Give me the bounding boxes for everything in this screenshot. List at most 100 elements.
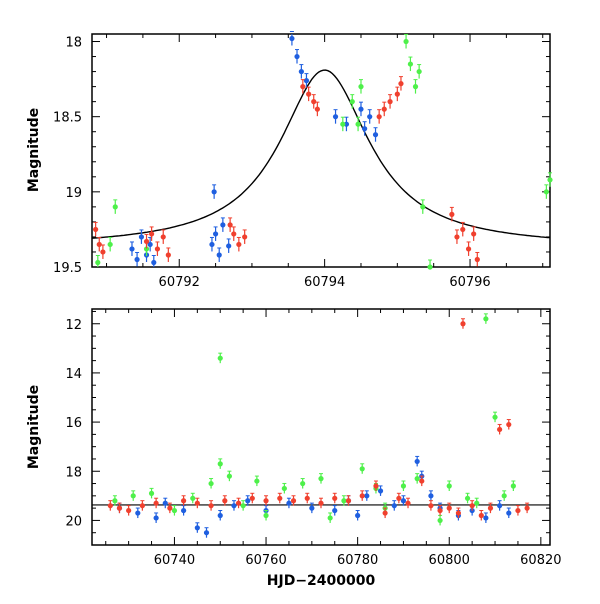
datapoint-green	[340, 121, 346, 127]
datapoint-green	[254, 478, 260, 484]
datapoint-red	[454, 234, 460, 240]
datapoint-green	[318, 476, 324, 482]
datapoint-red	[153, 500, 159, 506]
datapoint-green	[148, 490, 155, 496]
datapoint-blue	[332, 114, 339, 120]
datapoint-blue	[414, 458, 420, 465]
datapoint-green	[464, 495, 471, 501]
datapoint-blue	[497, 503, 503, 509]
datapoint-green	[112, 498, 118, 504]
datapoint-red	[396, 495, 402, 501]
datapoint-green	[143, 246, 150, 252]
datapoint-red	[471, 231, 477, 237]
datapoint-blue	[194, 525, 200, 531]
datapoint-green	[240, 503, 246, 509]
datapoint-green	[171, 507, 178, 514]
datapoint-red	[318, 500, 324, 506]
datapoint-blue	[400, 498, 407, 504]
datapoint-red	[314, 106, 320, 112]
top-ylabel: Magnitude	[26, 108, 42, 192]
datapoint-green	[474, 500, 480, 506]
bottom-ytick-label: 12	[65, 318, 82, 333]
datapoint-red	[405, 500, 411, 506]
datapoint-red	[149, 231, 155, 237]
bottom-ytick-label: 20	[65, 514, 82, 529]
datapoint-red	[398, 81, 404, 87]
datapoint-blue	[367, 114, 373, 120]
datapoint-red	[345, 498, 352, 504]
datapoint-blue	[209, 241, 215, 248]
datapoint-green	[403, 38, 409, 45]
bottom-xtick-label: 60800	[429, 553, 470, 568]
datapoint-red	[474, 256, 480, 263]
datapoint-blue	[358, 106, 364, 112]
datapoint-red	[96, 241, 102, 248]
datapoint-green	[420, 204, 426, 210]
top-xtick-label: 60794	[304, 275, 345, 290]
datapoint-blue	[135, 510, 141, 516]
datapoint-red	[231, 231, 237, 237]
datapoint-red	[469, 503, 475, 509]
datapoint-green	[281, 485, 287, 492]
datapoint-red	[126, 507, 132, 514]
datapoint-blue	[147, 241, 153, 248]
datapoint-green	[95, 259, 101, 266]
datapoint-blue	[203, 530, 210, 536]
datapoint-green	[355, 121, 361, 127]
bottom-xtick-label: 60760	[245, 553, 286, 568]
datapoint-red	[139, 503, 145, 509]
datapoint-green	[217, 461, 223, 467]
datapoint-blue	[289, 35, 295, 42]
datapoint-green	[446, 483, 452, 489]
datapoint-blue	[303, 78, 310, 84]
top-ytick-label: 18	[65, 36, 82, 51]
datapoint-blue	[506, 510, 512, 516]
datapoint-green	[190, 495, 196, 501]
datapoint-red	[100, 249, 106, 255]
bottom-ytick-label: 18	[65, 465, 82, 480]
datapoint-red	[465, 246, 472, 252]
datapoint-blue	[309, 505, 315, 511]
datapoint-red	[143, 238, 150, 245]
datapoint-green	[400, 483, 407, 489]
datapoint-red	[304, 495, 310, 501]
datapoint-red	[242, 234, 248, 240]
datapoint-red	[107, 503, 113, 509]
datapoint-red	[93, 226, 99, 233]
datapoint-blue	[428, 493, 434, 499]
datapoint-red	[222, 498, 228, 504]
datapoint-red	[167, 505, 173, 511]
datapoint-red	[290, 498, 297, 504]
datapoint-red	[263, 498, 269, 504]
datapoint-green	[226, 473, 232, 479]
datapoint-green	[349, 99, 355, 105]
datapoint-red	[394, 91, 400, 97]
datapoint-blue	[211, 189, 217, 195]
datapoint-red	[332, 495, 338, 501]
datapoint-red	[227, 222, 233, 228]
datapoint-red	[487, 505, 494, 511]
datapoint-blue	[298, 68, 304, 75]
datapoint-blue	[151, 259, 157, 266]
datapoint-green	[483, 316, 489, 322]
datapoint-red	[515, 507, 521, 514]
datapoint-red	[235, 500, 242, 506]
datapoint-red	[236, 241, 242, 248]
datapoint-blue	[220, 222, 226, 228]
datapoint-red	[506, 421, 512, 428]
datapoint-red	[455, 510, 461, 516]
datapoint-blue	[138, 234, 145, 240]
datapoint-red	[359, 493, 365, 499]
datapoint-red	[437, 507, 443, 514]
top-plot-frame	[91, 33, 551, 268]
datapoint-green	[510, 483, 516, 489]
datapoint-blue	[129, 246, 135, 252]
bottom-plot-frame	[91, 308, 551, 546]
datapoint-blue	[212, 231, 219, 237]
datapoint-blue	[391, 503, 397, 509]
datapoint-red	[449, 211, 455, 217]
datapoint-green	[547, 177, 553, 183]
datapoint-red	[306, 91, 312, 97]
top-ytick-label: 18.5	[53, 111, 82, 126]
